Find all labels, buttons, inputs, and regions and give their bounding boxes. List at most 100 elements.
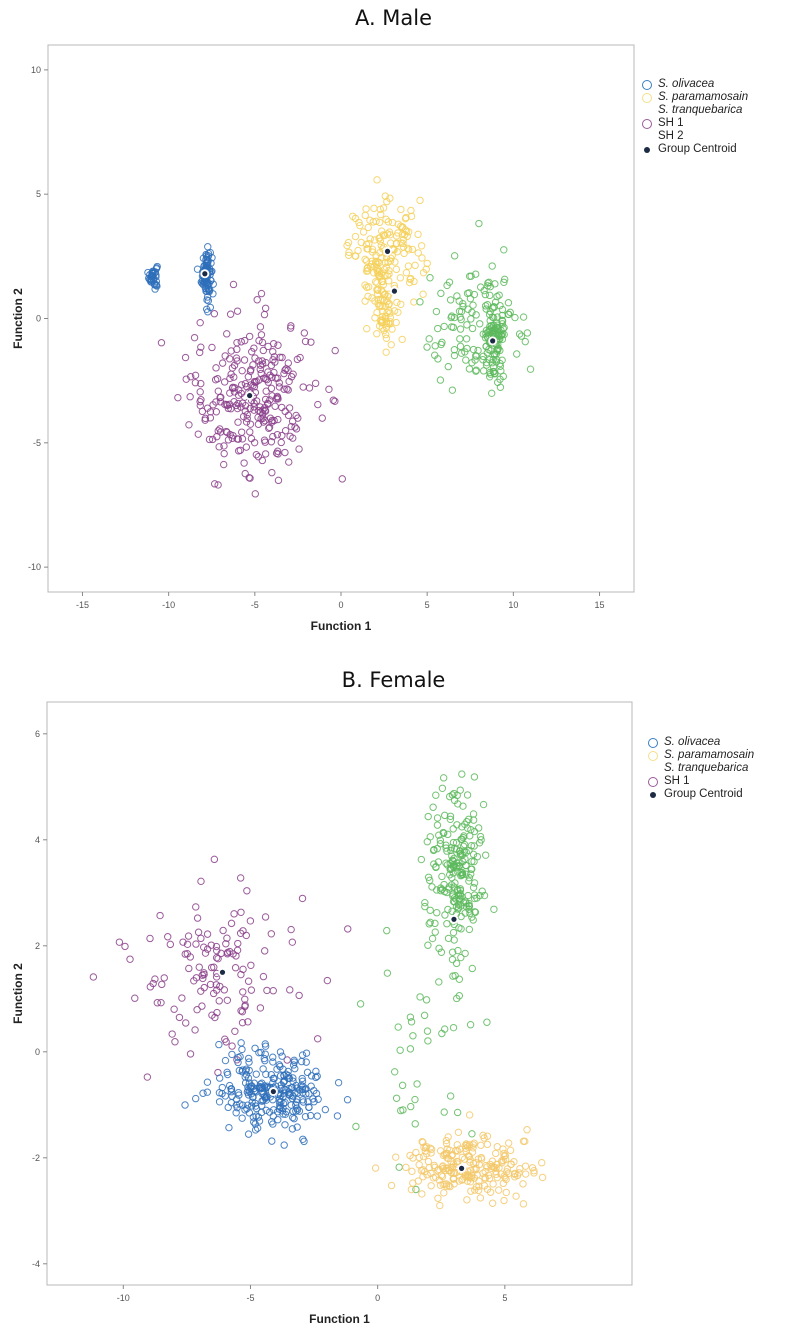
data-point [454,891,463,899]
data-point [467,842,476,850]
data-point [453,292,461,300]
data-point [465,1141,474,1149]
data-point [481,334,490,342]
data-point [441,1025,449,1033]
data-point [291,1064,299,1073]
data-point [469,810,478,818]
data-point [450,252,459,260]
data-point [373,290,382,298]
data-point [288,1113,297,1122]
legend-item: SH 1 [648,775,754,788]
data-point [244,1018,252,1026]
data-point [431,351,439,359]
data-point [426,906,434,914]
data-point [251,1044,259,1052]
data-point [258,357,266,365]
data-point [450,883,458,891]
data-point [458,893,466,901]
group-centroid [490,338,496,344]
data-point [454,1128,463,1137]
data-point [472,311,480,319]
data-point [392,265,401,274]
data-point [450,894,459,902]
data-point [227,1088,236,1096]
data-point [196,388,204,396]
data-point [199,1089,207,1097]
data-point [152,264,161,272]
data-point [238,367,246,375]
data-point [276,1062,284,1071]
legend-item: Group Centroid [648,788,754,801]
legend-label: S. paramamosain [664,749,755,761]
data-point [210,480,219,488]
data-point [440,829,448,837]
data-point [430,860,438,868]
data-point [333,1112,342,1120]
data-point [448,955,457,964]
data-point [185,421,193,429]
data-point [417,855,426,864]
data-point [441,911,449,919]
legend-marker [648,750,658,761]
data-point [256,1080,265,1088]
legend-item: SH 2 [642,130,748,143]
data-point [309,1095,317,1103]
data-point [183,940,192,949]
data-point [215,997,223,1005]
data-point [232,1101,241,1109]
data-point [433,844,441,853]
legend-label: S. olivacea [664,736,721,748]
data-point [296,353,304,362]
data-point [179,938,187,946]
data-point [157,998,165,1007]
group-centroid [270,1088,276,1095]
data-point [363,264,371,273]
data-point [284,359,293,367]
data-point [223,996,232,1004]
data-point [379,231,387,239]
data-point [246,420,255,428]
data-point [444,1133,452,1141]
group-centroid [451,916,457,922]
data-point [244,1054,253,1063]
data-point [210,310,219,318]
group-centroid [219,969,226,975]
data-point [470,773,479,781]
data-point [212,981,220,989]
data-point [385,267,393,275]
data-point [469,301,477,309]
data-point [397,300,405,308]
data-point [359,228,368,236]
data-point [329,396,338,404]
data-point [458,851,467,859]
data-point [416,196,424,205]
data-point [465,1173,473,1181]
data-point [431,1173,440,1181]
data-point [212,408,221,416]
data-point [465,873,474,882]
data-point [313,1035,322,1043]
data-point [425,335,433,343]
data-point [299,383,307,391]
legend-marker [644,146,650,153]
data-point [357,238,365,247]
data-point [301,1085,309,1094]
data-point [203,296,211,304]
data-point [184,932,193,940]
panel-female: B. Female -10 -5 0 5 6 4 2 0 -2 -4 Function 1 Funct… [0,650,787,1325]
data-point [409,1154,417,1162]
data-point [262,387,270,395]
data-point [399,1106,407,1114]
data-point [244,373,253,381]
data-point [289,1074,297,1082]
data-point [382,334,391,342]
data-point [204,256,212,265]
data-point [221,1092,230,1100]
group-centroid [247,392,253,399]
data-point [261,450,270,458]
data-point [501,1151,510,1160]
data-point [234,418,242,426]
data-point [383,297,391,306]
data-points [89,770,547,1210]
data-point [519,1200,528,1208]
